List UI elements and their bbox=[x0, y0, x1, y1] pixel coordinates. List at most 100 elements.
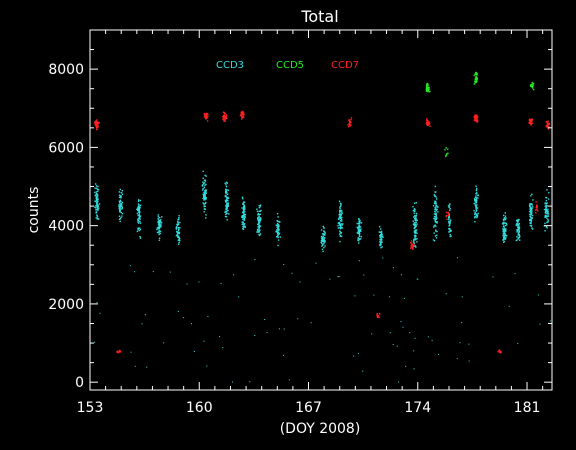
data-point bbox=[259, 213, 262, 215]
data-point bbox=[518, 225, 520, 227]
x-tick-label: 160 bbox=[186, 400, 213, 416]
data-point bbox=[415, 219, 418, 221]
data-point bbox=[323, 227, 325, 229]
legend: CCD3 CCD5 CCD7 bbox=[216, 60, 359, 71]
data-point bbox=[121, 206, 123, 208]
data-point bbox=[446, 218, 448, 220]
data-point bbox=[321, 239, 323, 242]
data-point bbox=[530, 225, 533, 227]
data-point bbox=[243, 219, 245, 221]
data-point bbox=[476, 77, 478, 79]
data-point bbox=[242, 216, 244, 219]
data-point bbox=[546, 217, 548, 219]
data-point bbox=[448, 217, 450, 219]
data-point bbox=[120, 205, 122, 207]
data-point bbox=[476, 204, 478, 206]
data-point bbox=[456, 257, 458, 259]
data-point bbox=[119, 209, 121, 211]
data-point bbox=[94, 122, 96, 124]
data-point bbox=[205, 201, 207, 204]
legend-entry: CCD3 bbox=[216, 60, 244, 71]
data-point bbox=[415, 216, 417, 218]
data-point bbox=[254, 259, 256, 261]
data-point bbox=[169, 271, 171, 273]
data-point bbox=[529, 210, 532, 212]
data-point bbox=[278, 328, 280, 330]
data-point bbox=[205, 183, 207, 186]
data-point bbox=[257, 217, 259, 220]
data-point bbox=[546, 227, 548, 229]
data-point bbox=[435, 211, 437, 213]
data-point bbox=[429, 125, 431, 127]
data-point bbox=[435, 200, 437, 203]
data-point bbox=[225, 115, 228, 118]
data-point bbox=[138, 199, 140, 201]
data-point bbox=[427, 84, 429, 86]
data-point bbox=[257, 223, 259, 226]
data-point bbox=[415, 238, 417, 241]
data-point bbox=[475, 214, 478, 216]
data-point bbox=[242, 203, 244, 205]
data-point bbox=[120, 203, 123, 205]
data-point bbox=[95, 126, 98, 129]
data-point bbox=[448, 220, 450, 223]
data-point bbox=[321, 238, 323, 240]
data-point bbox=[225, 188, 227, 191]
data-point bbox=[426, 122, 428, 125]
data-point bbox=[380, 228, 382, 230]
data-point bbox=[244, 208, 246, 210]
data-point bbox=[322, 225, 324, 228]
data-point bbox=[224, 120, 226, 122]
data-point bbox=[546, 121, 549, 123]
data-point bbox=[257, 212, 259, 215]
data-point bbox=[449, 207, 451, 210]
data-point bbox=[204, 199, 206, 201]
data-point bbox=[547, 127, 549, 130]
data-point bbox=[445, 211, 448, 214]
data-point bbox=[339, 211, 341, 214]
data-point bbox=[158, 223, 160, 225]
data-point bbox=[473, 118, 476, 120]
data-point bbox=[529, 118, 532, 121]
data-point bbox=[121, 193, 124, 196]
data-point bbox=[96, 121, 99, 124]
data-point bbox=[434, 207, 436, 209]
data-point bbox=[258, 220, 260, 223]
data-point bbox=[445, 147, 447, 149]
data-point bbox=[323, 239, 326, 241]
data-point bbox=[118, 205, 120, 207]
data-point bbox=[448, 218, 450, 220]
data-point bbox=[137, 208, 139, 210]
data-point bbox=[402, 326, 404, 328]
data-point bbox=[175, 235, 178, 237]
data-point bbox=[203, 191, 205, 194]
data-point bbox=[338, 216, 340, 219]
data-point bbox=[158, 227, 161, 229]
data-point bbox=[548, 122, 550, 125]
data-point bbox=[409, 247, 412, 249]
data-point bbox=[339, 215, 341, 218]
data-point bbox=[545, 126, 547, 128]
data-point bbox=[159, 220, 161, 222]
data-point bbox=[160, 222, 163, 224]
data-point bbox=[160, 224, 162, 226]
data-point bbox=[242, 201, 245, 203]
data-point bbox=[266, 332, 268, 334]
data-point bbox=[412, 210, 415, 212]
data-point bbox=[547, 221, 549, 223]
data-point bbox=[416, 223, 418, 225]
data-point bbox=[477, 116, 479, 118]
data-point bbox=[204, 191, 206, 193]
data-point bbox=[220, 282, 222, 284]
data-point bbox=[95, 198, 98, 200]
data-point bbox=[499, 350, 501, 352]
data-point bbox=[476, 116, 478, 119]
data-point bbox=[275, 224, 277, 226]
data-point bbox=[258, 226, 260, 228]
data-point bbox=[414, 208, 416, 211]
data-point bbox=[475, 192, 477, 195]
data-point bbox=[278, 225, 280, 228]
data-point bbox=[256, 210, 259, 212]
data-point bbox=[95, 124, 97, 126]
data-point bbox=[97, 185, 99, 188]
